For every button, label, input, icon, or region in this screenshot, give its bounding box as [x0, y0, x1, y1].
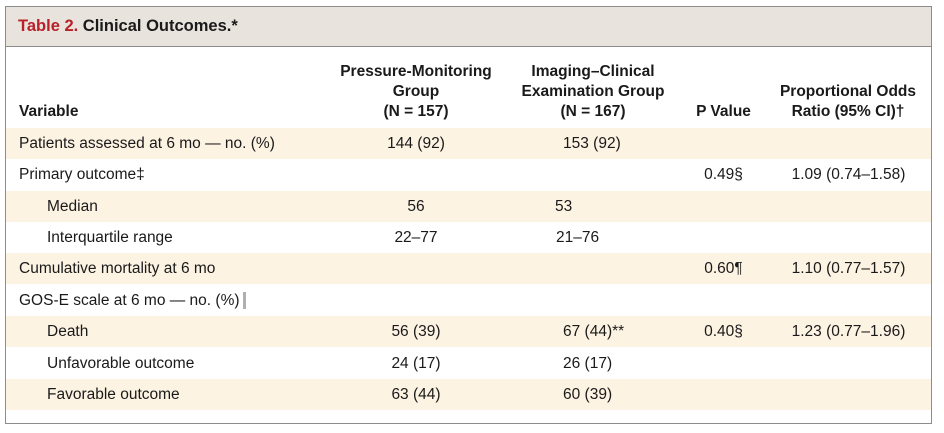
row-label: Favorable outcome — [47, 386, 180, 403]
odds-ratio-value — [776, 348, 921, 379]
header-imaging-line2: Examination Group — [521, 83, 665, 100]
header-odds-ratio: Proportional Odds Ratio (95% CI)† — [768, 82, 928, 122]
table-row: Unfavorable outcome 24 (17) 26 (17) — [6, 348, 931, 379]
pressure-value: 56 (39) — [391, 323, 441, 340]
imaging-value — [518, 253, 668, 284]
footnote-marker — [242, 292, 246, 310]
header-variable: Variable — [19, 103, 79, 120]
row-label: Interquartile range — [47, 229, 173, 246]
odds-ratio-value: 1.23 (0.77–1.96) — [791, 323, 906, 340]
imaging-value: 26 (17) — [563, 355, 613, 372]
imaging-value — [518, 285, 668, 316]
header-p-value: P Value — [696, 103, 751, 120]
row-label: Unfavorable outcome — [47, 355, 195, 372]
header-odds-line1: Proportional Odds — [779, 83, 917, 100]
odds-ratio-value: 1.10 (0.77–1.57) — [791, 260, 906, 277]
table-row: Patients assessed at 6 mo — no. (%) 144 … — [6, 128, 931, 159]
imaging-value — [518, 159, 668, 190]
pressure-value — [341, 159, 491, 190]
imaging-value: 60 (39) — [563, 386, 613, 403]
title-bar: Table 2. Clinical Outcomes.* — [6, 7, 931, 47]
table-title: Table 2. Clinical Outcomes.* — [18, 17, 238, 36]
odds-ratio-value — [776, 379, 921, 410]
imaging-value: 21–76 — [556, 229, 600, 246]
row-label: Median — [47, 198, 98, 215]
odds-ratio-value — [776, 222, 921, 253]
pressure-value: 144 (92) — [387, 135, 445, 152]
p-value: 0.60¶ — [704, 260, 743, 277]
imaging-value: 53 — [555, 198, 573, 215]
pressure-value — [341, 253, 491, 284]
table-row: Interquartile range 22–77 21–76 — [6, 222, 931, 253]
odds-ratio-value — [776, 191, 921, 222]
pressure-value: 56 — [407, 198, 425, 215]
table-row: Favorable outcome 63 (44) 60 (39) — [6, 379, 931, 410]
table-frame: Table 2. Clinical Outcomes.* Variable Pr… — [5, 6, 932, 424]
row-label: Death — [47, 323, 89, 340]
p-value — [696, 379, 751, 410]
header-pressure-line2: Group — [392, 83, 440, 100]
header-imaging-line3: (N = 167) — [560, 103, 626, 120]
header-imaging-group: Imaging–Clinical Examination Group (N = … — [503, 62, 683, 122]
row-label: Cumulative mortality at 6 mo — [19, 260, 216, 277]
table-row: Cumulative mortality at 6 mo 0.60¶ 1.10 … — [6, 253, 931, 284]
table-row: GOS-E scale at 6 mo — no. (%) — [6, 285, 931, 316]
header-pressure-line1: Pressure-Monitoring — [340, 63, 492, 80]
header-pressure-group: Pressure-Monitoring Group (N = 157) — [326, 62, 506, 122]
table-row: Death 56 (39) 67 (44)** 0.40§ 1.23 (0.77… — [6, 316, 931, 347]
header-odds-line2: Ratio (95% CI)† — [791, 103, 905, 120]
table-title-text: Clinical Outcomes.* — [78, 17, 238, 35]
pressure-value: 63 (44) — [391, 386, 441, 403]
header-imaging-line1: Imaging–Clinical — [531, 63, 655, 80]
odds-ratio-value: 1.09 (0.74–1.58) — [791, 166, 906, 183]
header-pressure-line3: (N = 157) — [383, 103, 449, 120]
row-label: Patients assessed at 6 mo — no. (%) — [19, 135, 275, 152]
p-value — [696, 191, 751, 222]
pressure-value: 24 (17) — [391, 355, 441, 372]
table-row: Primary outcome‡ 0.49§ 1.09 (0.74–1.58) — [6, 159, 931, 190]
table-row: Median 56 53 — [6, 191, 931, 222]
p-value — [696, 128, 751, 159]
row-label: Primary outcome‡ — [19, 166, 145, 183]
imaging-value: 67 (44)** — [563, 323, 625, 340]
p-value: 0.40§ — [704, 323, 743, 340]
row-label: GOS-E scale at 6 mo — no. (%) — [19, 285, 246, 316]
table-number: Table 2. — [18, 17, 79, 35]
p-value: 0.49§ — [704, 166, 743, 183]
pressure-value — [341, 285, 491, 316]
pressure-value: 22–77 — [394, 229, 438, 246]
odds-ratio-value — [776, 285, 921, 316]
imaging-value: 153 (92) — [563, 135, 621, 152]
odds-ratio-value — [776, 128, 921, 159]
p-value — [696, 222, 751, 253]
p-value — [696, 348, 751, 379]
p-value — [696, 285, 751, 316]
